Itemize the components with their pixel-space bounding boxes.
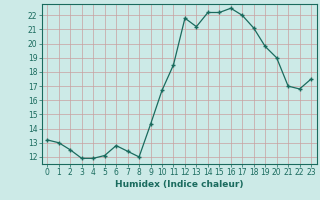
X-axis label: Humidex (Indice chaleur): Humidex (Indice chaleur)	[115, 180, 244, 189]
